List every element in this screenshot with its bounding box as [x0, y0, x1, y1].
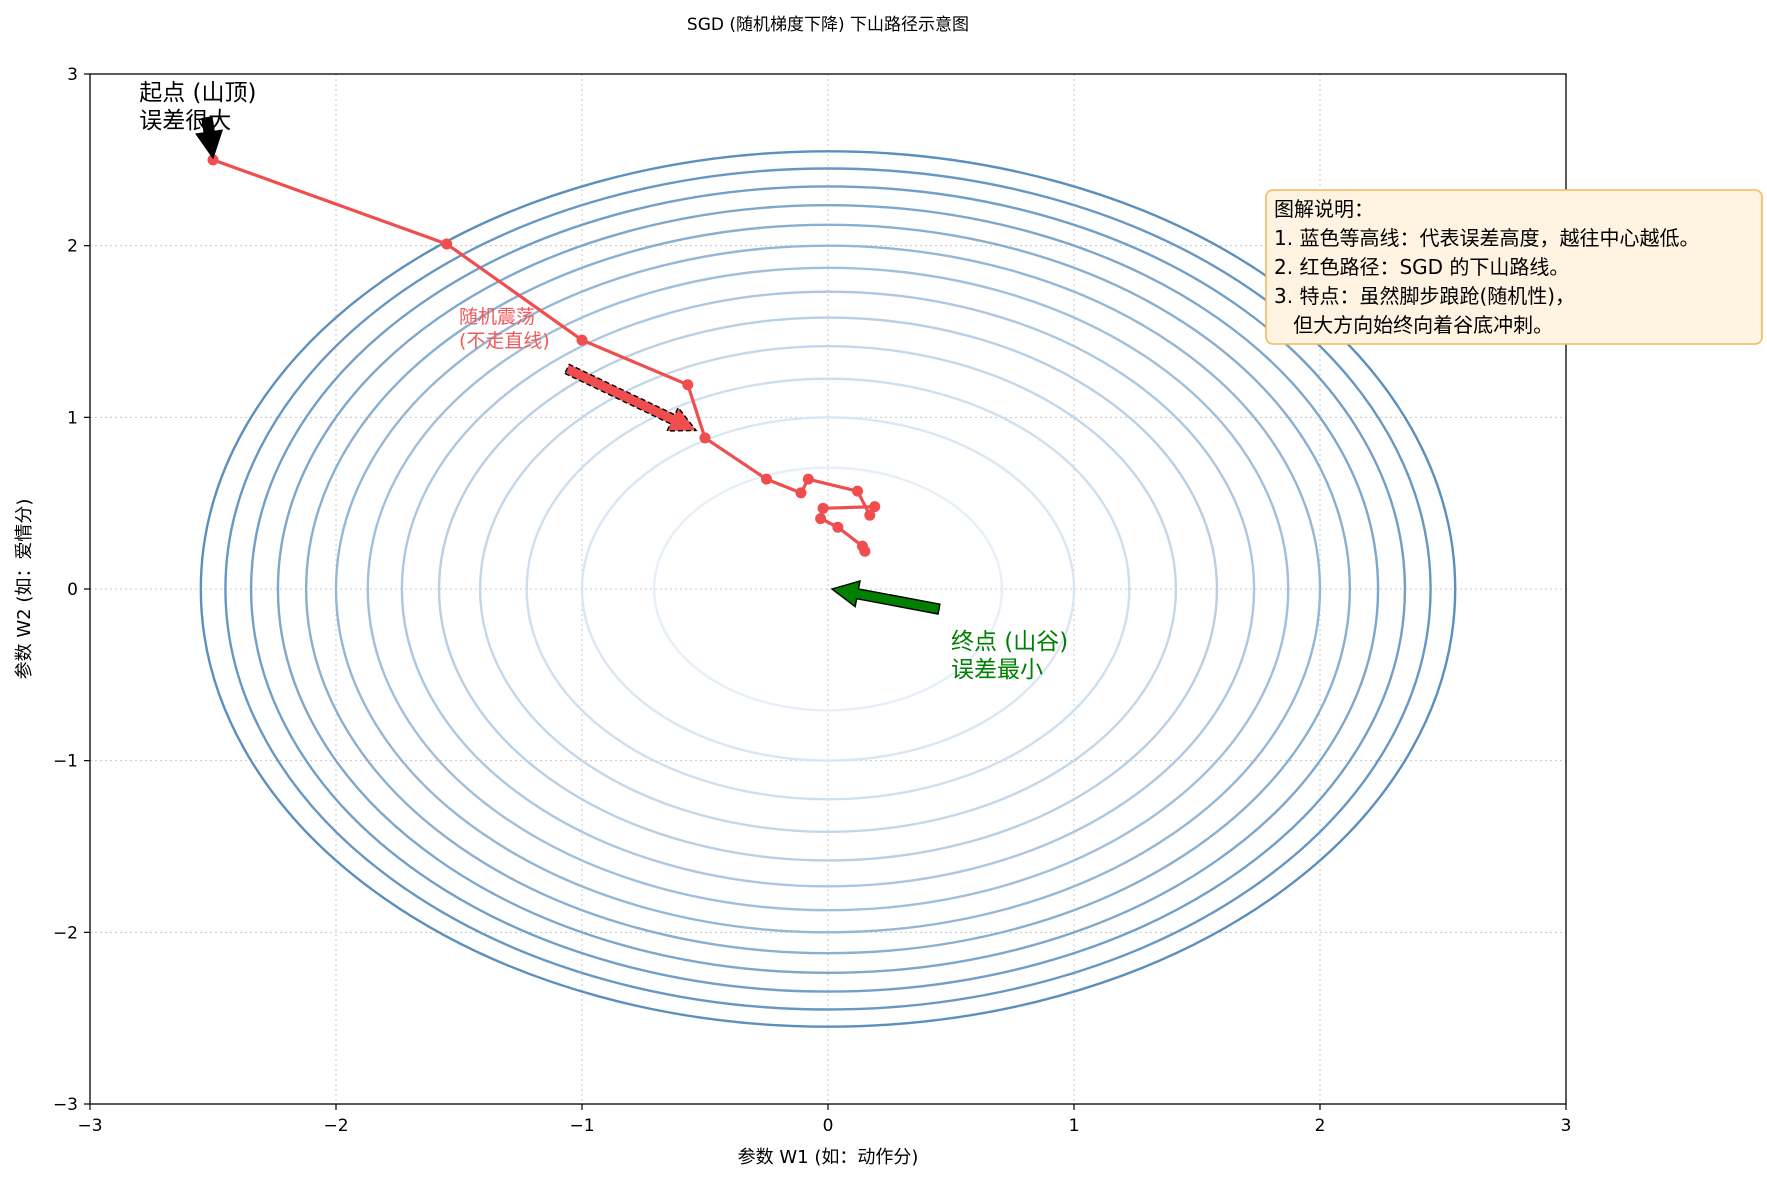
start-annotation-line-1: 起点 (山顶): [139, 80, 256, 106]
contour-level-3: [525, 377, 1131, 801]
sgd-path-point-6: [795, 487, 807, 499]
sgd-path-point-13: [832, 521, 844, 533]
contour-level-13: [199, 150, 1457, 1028]
y-tick-label-3: 0: [67, 580, 78, 600]
sgd-path-point-1: [441, 238, 453, 250]
noise-annotation-line-2: (不走直线): [459, 330, 550, 352]
y-tick-label-4: 1: [67, 408, 78, 428]
start-annotation-text: 起点 (山顶)误差很大: [139, 80, 256, 134]
y-tick-label-2: −1: [53, 752, 78, 772]
sgd-path-point-7: [802, 473, 814, 485]
contour-layer: [199, 150, 1457, 1028]
sgd-path-point-4: [699, 432, 711, 444]
legend-line-5: 但大方向始终向着谷底冲刺。: [1274, 313, 1553, 337]
sgd-path-point-5: [761, 473, 772, 485]
contour-level-4: [478, 345, 1178, 833]
x-tick-label-3: 0: [823, 1116, 834, 1136]
x-tick-label-1: −2: [323, 1116, 348, 1136]
x-tick-label-2: −1: [569, 1116, 594, 1136]
chart-title: SGD (随机梯度下降) 下山路径示意图: [687, 15, 969, 35]
y-tick-label-5: 2: [67, 237, 78, 257]
start-arrow: [195, 116, 224, 160]
y-tick-label-6: 3: [67, 65, 78, 85]
x-axis-label: 参数 W1 (如：动作分): [738, 1147, 919, 1168]
contour-level-2: [580, 416, 1076, 762]
legend-line-2: 1. 蓝色等高线：代表误差高度，越往中心越低。: [1274, 226, 1699, 250]
end-annotation-line-2: 误差最小: [951, 657, 1043, 683]
start-annotation-line-2: 误差很大: [139, 108, 231, 134]
noise-annotation-text: 随机震荡(不走直线): [459, 306, 550, 352]
end-annotation-line-1: 终点 (山谷): [951, 629, 1068, 655]
legend-line-4: 3. 特点：虽然脚步踉跄(随机性)，: [1274, 284, 1575, 308]
sgd-path-point-10: [869, 501, 881, 513]
legend-line-3: 2. 红色路径：SGD 的下山路线。: [1274, 255, 1569, 279]
tick-layer: −3 −2 −1 0 1 2 3 −3 −2 −1 0 1 2 3: [53, 65, 1571, 1136]
x-tick-label-5: 2: [1315, 1116, 1326, 1136]
contour-level-5: [437, 316, 1219, 862]
sgd-path-point-3: [682, 379, 694, 391]
sgd-path-point-0: [207, 154, 219, 166]
x-tick-label-4: 1: [1069, 1116, 1080, 1136]
y-tick-label-1: −2: [53, 923, 78, 943]
sgd-path-layer: [207, 154, 881, 557]
sgd-path-line: [212, 158, 877, 552]
y-tick-label-0: −3: [53, 1095, 78, 1115]
end-annotation-text: 终点 (山谷)误差最小: [951, 629, 1068, 683]
sgd-path-point-9: [864, 509, 876, 521]
contour-level-12: [224, 167, 1432, 1011]
contour-level-6: [400, 290, 1256, 888]
contour-level-8: [334, 244, 1322, 934]
sgd-path-point-8: [852, 485, 864, 497]
contour-level-7: [366, 266, 1290, 912]
x-tick-label-6: 3: [1561, 1116, 1572, 1136]
sgd-path-point-11: [817, 502, 829, 514]
contour-level-11: [249, 185, 1407, 993]
legend-background: [1265, 189, 1763, 345]
end-arrow: [830, 580, 941, 615]
contour-level-1: [652, 466, 1004, 712]
sgd-path-point-12: [815, 513, 827, 525]
noise-annotation-line-1: 随机震荡: [459, 306, 535, 328]
contour-level-9: [304, 223, 1352, 955]
legend-line-1: 图解说明：: [1274, 197, 1374, 221]
contour-level-10: [276, 203, 1380, 975]
sgd-path-point-2: [576, 334, 588, 346]
y-axis-label: 参数 W2 (如：爱情分): [14, 499, 35, 680]
x-tick-label-0: −3: [77, 1116, 102, 1136]
noise-arrow: [563, 363, 698, 432]
sgd-path-point-15: [859, 545, 871, 557]
legend-box: 图解说明： 1. 蓝色等高线：代表误差高度，越往中心越低。 2. 红色路径：SG…: [1265, 189, 1763, 345]
